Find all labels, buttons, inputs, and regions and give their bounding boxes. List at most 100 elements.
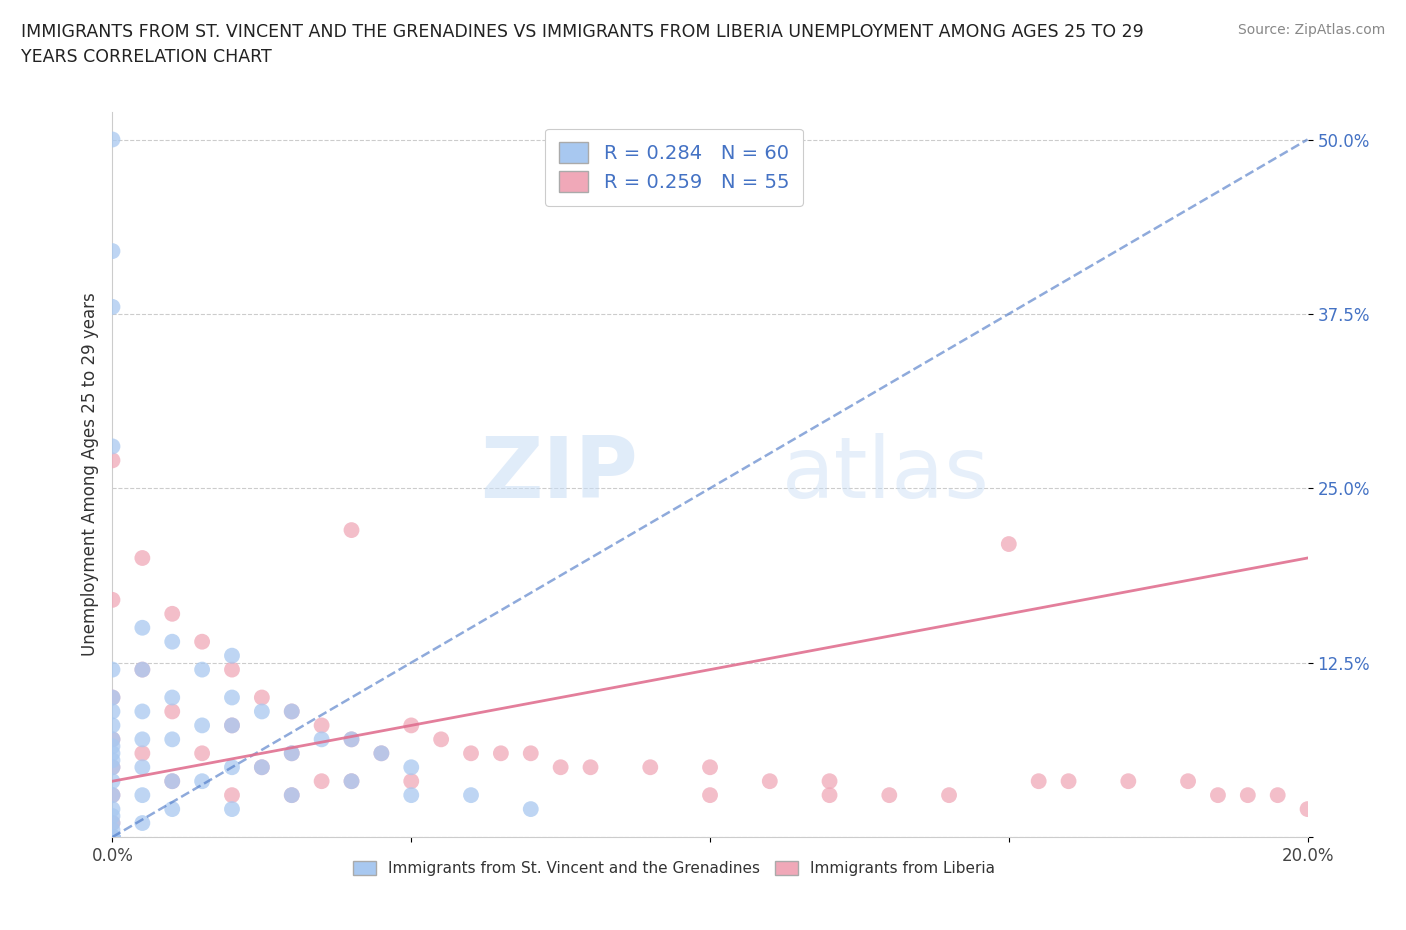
Point bbox=[281, 704, 304, 719]
Text: ZIP: ZIP bbox=[481, 432, 638, 516]
Point bbox=[101, 830, 124, 844]
Point bbox=[191, 662, 214, 677]
Point bbox=[131, 788, 153, 803]
Point bbox=[162, 690, 183, 705]
Point bbox=[250, 760, 273, 775]
Point bbox=[101, 453, 124, 468]
Point bbox=[401, 774, 423, 789]
Point bbox=[101, 704, 124, 719]
Point bbox=[1057, 774, 1080, 789]
Point bbox=[250, 760, 273, 775]
Point bbox=[250, 690, 273, 705]
Point bbox=[101, 809, 124, 824]
Point bbox=[1237, 788, 1260, 803]
Point bbox=[162, 704, 183, 719]
Point bbox=[818, 788, 841, 803]
Point bbox=[101, 830, 124, 844]
Point bbox=[101, 760, 124, 775]
Point bbox=[1028, 774, 1050, 789]
Point bbox=[221, 760, 243, 775]
Point bbox=[101, 774, 124, 789]
Point bbox=[131, 816, 153, 830]
Text: YEARS CORRELATION CHART: YEARS CORRELATION CHART bbox=[21, 48, 271, 66]
Point bbox=[281, 746, 304, 761]
Point bbox=[1296, 802, 1319, 817]
Point bbox=[998, 537, 1021, 551]
Point bbox=[101, 830, 124, 844]
Text: atlas: atlas bbox=[782, 432, 990, 516]
Point bbox=[221, 648, 243, 663]
Point bbox=[101, 439, 124, 454]
Point bbox=[101, 738, 124, 753]
Point bbox=[640, 760, 662, 775]
Point bbox=[879, 788, 901, 803]
Point bbox=[370, 746, 392, 761]
Point bbox=[131, 746, 153, 761]
Point bbox=[221, 690, 243, 705]
Point bbox=[101, 830, 124, 844]
Point bbox=[101, 823, 124, 838]
Point bbox=[101, 830, 124, 844]
Text: Source: ZipAtlas.com: Source: ZipAtlas.com bbox=[1237, 23, 1385, 37]
Point bbox=[489, 746, 512, 761]
Point bbox=[191, 746, 214, 761]
Point bbox=[131, 551, 153, 565]
Point bbox=[101, 816, 124, 830]
Y-axis label: Unemployment Among Ages 25 to 29 years: Unemployment Among Ages 25 to 29 years bbox=[80, 292, 98, 657]
Point bbox=[460, 746, 482, 761]
Point bbox=[162, 732, 183, 747]
Point bbox=[520, 746, 543, 761]
Point bbox=[101, 788, 124, 803]
Point bbox=[101, 592, 124, 607]
Point bbox=[699, 760, 721, 775]
Point bbox=[131, 620, 153, 635]
Point bbox=[191, 774, 214, 789]
Point bbox=[131, 732, 153, 747]
Point bbox=[340, 732, 363, 747]
Point bbox=[340, 774, 363, 789]
Point bbox=[550, 760, 572, 775]
Point bbox=[340, 732, 363, 747]
Point bbox=[101, 830, 124, 844]
Point bbox=[101, 760, 124, 775]
Point bbox=[221, 718, 243, 733]
Point bbox=[131, 704, 153, 719]
Point bbox=[430, 732, 453, 747]
Point bbox=[1267, 788, 1289, 803]
Point bbox=[162, 774, 183, 789]
Point bbox=[221, 662, 243, 677]
Point bbox=[401, 760, 423, 775]
Point bbox=[191, 634, 214, 649]
Point bbox=[101, 802, 124, 817]
Point bbox=[460, 788, 482, 803]
Point bbox=[579, 760, 602, 775]
Point bbox=[131, 760, 153, 775]
Point bbox=[401, 788, 423, 803]
Point bbox=[101, 690, 124, 705]
Point bbox=[101, 830, 124, 844]
Point bbox=[101, 732, 124, 747]
Point bbox=[818, 774, 841, 789]
Point bbox=[101, 690, 124, 705]
Point bbox=[1177, 774, 1199, 789]
Point bbox=[101, 732, 124, 747]
Point bbox=[281, 788, 304, 803]
Point bbox=[1118, 774, 1140, 789]
Point bbox=[101, 830, 124, 844]
Point bbox=[101, 132, 124, 147]
Point bbox=[281, 704, 304, 719]
Point bbox=[370, 746, 392, 761]
Point bbox=[340, 523, 363, 538]
Point bbox=[131, 662, 153, 677]
Point bbox=[101, 753, 124, 768]
Point bbox=[101, 830, 124, 844]
Point bbox=[162, 802, 183, 817]
Point bbox=[162, 634, 183, 649]
Point bbox=[250, 704, 273, 719]
Point bbox=[162, 774, 183, 789]
Point bbox=[101, 816, 124, 830]
Point bbox=[191, 718, 214, 733]
Text: IMMIGRANTS FROM ST. VINCENT AND THE GRENADINES VS IMMIGRANTS FROM LIBERIA UNEMPL: IMMIGRANTS FROM ST. VINCENT AND THE GREN… bbox=[21, 23, 1144, 41]
Point bbox=[311, 718, 333, 733]
Point bbox=[340, 774, 363, 789]
